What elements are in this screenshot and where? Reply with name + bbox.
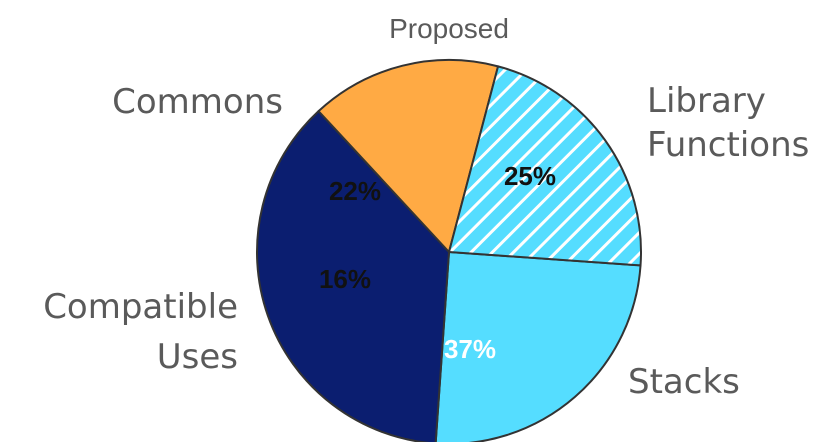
- pie-slice-stacks: [256, 110, 450, 442]
- pie-slices: [256, 59, 642, 442]
- pie-slice-commons: [448, 65, 642, 267]
- category-label-stacks-line-1: Stacks: [628, 362, 740, 402]
- pie-slice-compatible-uses: [317, 59, 500, 253]
- category-label-library-functions-line-2: Functions: [647, 125, 809, 165]
- pct-label-commons: 22%: [329, 176, 381, 206]
- category-label-commons-line-1: Commons: [112, 82, 283, 122]
- pie-slice-library-functions: [434, 251, 642, 442]
- category-label-library-functions-line-1: Library: [647, 81, 766, 121]
- pct-label-library-functions: 25%: [504, 161, 556, 191]
- pct-label-stacks: 37%: [444, 334, 496, 364]
- category-label-compatible-uses-line-2: Uses: [157, 337, 238, 377]
- annotations: Proposed: [389, 13, 509, 44]
- pct-label-compatible-uses: 16%: [319, 264, 371, 294]
- annotation-proposed: Proposed: [389, 13, 509, 44]
- category-label-compatible-uses-line-1: Compatible: [43, 287, 238, 327]
- percent-labels: 25% 37% 16% 22%: [319, 161, 556, 364]
